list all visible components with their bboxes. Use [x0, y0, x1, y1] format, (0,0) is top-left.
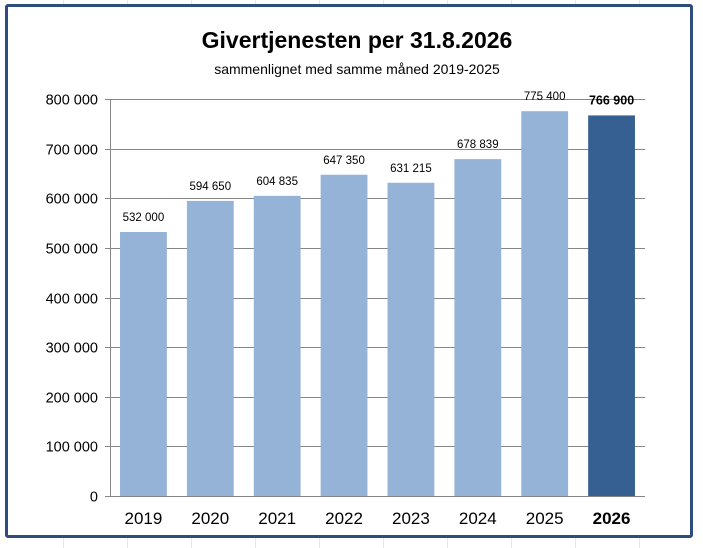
- data-label-2025: 775 400: [524, 91, 566, 103]
- y-tick-label: 500 000: [46, 242, 98, 258]
- bar-2021[interactable]: [253, 195, 301, 496]
- data-label-2019: 532 000: [123, 212, 165, 224]
- x-axis-categories: 2019 2020 2021 2022 2023 2024 2025 2026: [125, 509, 631, 528]
- x-category-label: 2024: [459, 509, 497, 528]
- data-label-2023: 631 215: [390, 163, 432, 175]
- x-category-label: 2021: [258, 509, 296, 528]
- y-tick-label: 100 000: [46, 440, 98, 456]
- chart-subtitle: sammenlignet med samme måned 2019-2025: [214, 61, 500, 77]
- x-category-label: 2019: [125, 509, 163, 528]
- y-tick-label: 600 000: [46, 192, 98, 208]
- x-category-label: 2020: [191, 509, 229, 528]
- y-axis-ticks: 0 100 000 200 000 300 000 400 000 500 000 600 …: [46, 93, 110, 506]
- data-labels: 532 000 594 650 604 835 647 350 631 215 678 8…: [123, 91, 635, 224]
- chart-title: Givertjenesten per 31.8.2026: [202, 27, 513, 53]
- x-category-label: 2026: [593, 509, 631, 528]
- y-tick-label: 300 000: [46, 341, 98, 357]
- x-category-label: 2022: [325, 509, 363, 528]
- data-label-2026: 766 900: [589, 93, 634, 107]
- bar-2020[interactable]: [186, 200, 234, 496]
- data-label-2020: 594 650: [190, 181, 232, 193]
- y-tick-label: 0: [90, 490, 98, 506]
- bar-2019[interactable]: [120, 231, 167, 496]
- data-label-2024: 678 839: [457, 139, 499, 151]
- x-category-label: 2025: [526, 509, 564, 528]
- bar-2023[interactable]: [387, 182, 435, 496]
- x-category-label: 2023: [392, 509, 430, 528]
- y-tick-label: 700 000: [46, 143, 98, 159]
- bar-2022[interactable]: [320, 174, 368, 496]
- y-tick-label: 400 000: [46, 292, 98, 308]
- bar-2026[interactable]: [588, 115, 635, 496]
- bar-2024[interactable]: [454, 159, 502, 496]
- bar-2025[interactable]: [521, 111, 569, 496]
- data-label-2022: 647 350: [323, 155, 365, 167]
- data-label-2021: 604 835: [256, 176, 298, 188]
- bars: [120, 111, 635, 496]
- y-tick-label: 800 000: [46, 93, 98, 109]
- y-tick-label: 200 000: [46, 391, 98, 407]
